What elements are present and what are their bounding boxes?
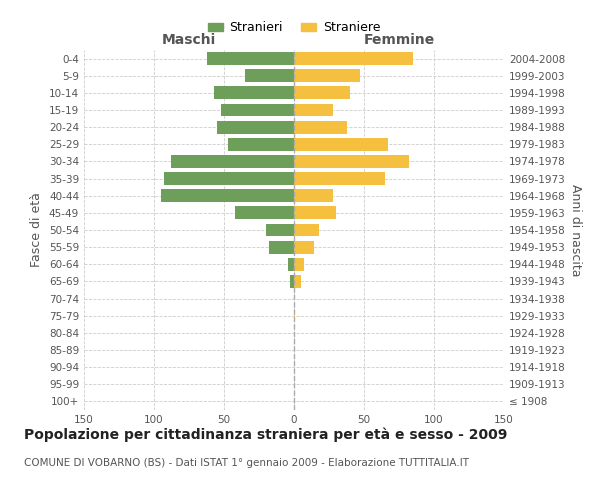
Bar <box>294 172 385 185</box>
Bar <box>164 172 294 185</box>
Bar <box>221 104 294 117</box>
Bar <box>207 52 294 65</box>
Y-axis label: Anni di nascita: Anni di nascita <box>569 184 582 276</box>
Bar <box>294 86 350 100</box>
Bar <box>214 86 294 100</box>
Bar <box>171 155 294 168</box>
Bar <box>294 310 295 322</box>
Text: Popolazione per cittadinanza straniera per età e sesso - 2009: Popolazione per cittadinanza straniera p… <box>24 428 508 442</box>
Bar <box>294 155 409 168</box>
Text: Femmine: Femmine <box>364 32 434 46</box>
Bar <box>266 224 294 236</box>
Legend: Stranieri, Straniere: Stranieri, Straniere <box>203 16 385 40</box>
Bar <box>217 120 294 134</box>
Bar <box>294 258 304 270</box>
Bar <box>294 104 333 117</box>
Bar <box>294 240 314 254</box>
Bar <box>161 190 294 202</box>
Bar <box>289 258 294 270</box>
Bar <box>294 190 333 202</box>
Bar <box>294 275 301 288</box>
Bar <box>235 206 294 220</box>
Bar <box>228 138 294 150</box>
Bar <box>294 70 360 82</box>
Bar <box>294 224 319 236</box>
Bar <box>269 240 294 254</box>
Y-axis label: Fasce di età: Fasce di età <box>31 192 43 268</box>
Text: Maschi: Maschi <box>162 32 216 46</box>
Text: COMUNE DI VOBARNO (BS) - Dati ISTAT 1° gennaio 2009 - Elaborazione TUTTITALIA.IT: COMUNE DI VOBARNO (BS) - Dati ISTAT 1° g… <box>24 458 469 468</box>
Bar <box>294 206 336 220</box>
Bar <box>245 70 294 82</box>
Bar <box>294 52 413 65</box>
Bar <box>294 120 347 134</box>
Bar <box>290 275 294 288</box>
Bar <box>294 138 388 150</box>
